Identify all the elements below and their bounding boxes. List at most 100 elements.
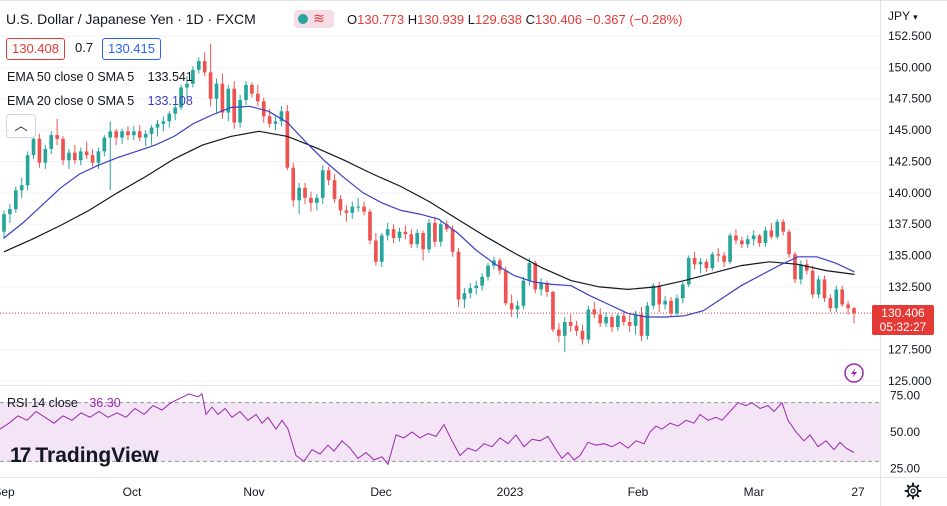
candle-body[interactable] [202, 61, 207, 73]
price-tick-label[interactable]: 147.500 [888, 92, 932, 106]
candle-body[interactable] [828, 298, 833, 309]
candle-body[interactable] [214, 83, 219, 99]
candle-body[interactable] [852, 308, 856, 314]
candle-body[interactable] [25, 155, 30, 186]
candle-body[interactable] [421, 232, 425, 250]
candle-body[interactable] [297, 187, 301, 201]
candle-body[interactable] [645, 305, 650, 336]
candle-body[interactable] [462, 293, 467, 300]
sell-button[interactable]: 130.408 [6, 38, 65, 60]
price-tick-label[interactable]: 142.500 [888, 154, 932, 168]
candle-body[interactable] [267, 116, 272, 124]
candle-body[interactable] [2, 214, 6, 232]
buy-button[interactable]: 130.415 [102, 38, 161, 60]
candle-body[interactable] [320, 170, 325, 198]
candlestick-series[interactable] [2, 43, 856, 353]
candle-body[interactable] [114, 131, 118, 138]
candle-body[interactable] [769, 230, 774, 237]
candle-body[interactable] [775, 221, 780, 237]
candle-body[interactable] [692, 258, 697, 265]
ema50-legend[interactable]: EMA 50 close 0 SMA 5 133.541 [7, 70, 193, 84]
candle-body[interactable] [67, 152, 71, 161]
ema20-legend[interactable]: EMA 20 close 0 SMA 5 133.108 [7, 94, 193, 108]
price-tick-label[interactable]: 145.000 [888, 123, 932, 137]
collapse-legend-button[interactable]: ︿ [6, 114, 36, 138]
candle-body[interactable] [78, 151, 83, 161]
rsi-axis-labels[interactable]: 75.00 50.00 25.00 [890, 388, 920, 475]
time-tick-label[interactable]: Oct [123, 485, 142, 499]
price-tick-label[interactable]: 125.000 [888, 374, 932, 388]
candle-body[interactable] [663, 300, 667, 305]
candle-body[interactable] [368, 211, 372, 241]
candle-body[interactable] [621, 315, 626, 323]
candle-body[interactable] [120, 131, 124, 138]
candle-body[interactable] [728, 235, 732, 262]
candle-body[interactable] [793, 254, 797, 280]
candle-body[interactable] [255, 93, 260, 102]
candle-body[interactable] [132, 131, 136, 136]
candle-body[interactable] [503, 270, 508, 304]
candle-body[interactable] [379, 235, 384, 262]
candle-body[interactable] [350, 206, 355, 213]
time-tick-label[interactable]: Mar [744, 485, 765, 499]
candle-body[interactable] [226, 88, 231, 113]
candle-body[interactable] [108, 131, 113, 138]
candle-body[interactable] [450, 229, 455, 252]
candle-body[interactable] [639, 314, 644, 336]
candle-body[interactable] [244, 84, 248, 100]
candle-body[interactable] [799, 264, 803, 280]
time-tick-label[interactable]: Dec [370, 485, 391, 499]
candle-body[interactable] [598, 314, 603, 324]
candle-body[interactable] [580, 330, 585, 340]
candle-body[interactable] [179, 87, 183, 108]
price-tick-label[interactable]: 140.000 [888, 186, 932, 200]
candle-body[interactable] [474, 285, 479, 289]
rsi-tick-label[interactable]: 75.00 [890, 388, 920, 402]
time-tick-label[interactable]: 27 [851, 485, 865, 499]
candle-body[interactable] [539, 283, 543, 290]
candle-body[interactable] [444, 224, 449, 230]
candle-body[interactable] [137, 131, 142, 138]
candle-body[interactable] [84, 151, 89, 156]
candle-body[interactable] [96, 151, 101, 163]
candle-body[interactable] [344, 210, 349, 213]
candle-body[interactable] [480, 276, 484, 286]
candle-body[interactable] [61, 138, 65, 161]
candle-body[interactable] [509, 303, 514, 310]
candle-body[interactable] [19, 185, 24, 191]
candle-body[interactable] [315, 197, 319, 203]
candle-body[interactable] [261, 101, 266, 117]
candle-body[interactable] [740, 240, 744, 245]
candle-body[interactable] [745, 239, 750, 245]
candle-body[interactable] [704, 261, 709, 269]
candle-body[interactable] [680, 284, 685, 299]
ema50-line[interactable] [3, 130, 855, 291]
candle-body[interactable] [675, 298, 679, 314]
candle-body[interactable] [232, 88, 237, 123]
candle-body[interactable] [710, 254, 715, 269]
candle-body[interactable] [427, 222, 431, 250]
candle-body[interactable] [763, 230, 768, 243]
candle-body[interactable] [291, 167, 296, 201]
candle-body[interactable] [126, 131, 130, 136]
candle-body[interactable] [273, 121, 278, 124]
candle-body[interactable] [557, 329, 561, 336]
price-tick-label[interactable]: 132.500 [888, 280, 932, 294]
candle-body[interactable] [669, 300, 673, 314]
market-status-pill[interactable]: ≋ [294, 10, 334, 28]
candle-body[interactable] [657, 285, 662, 305]
candle-body[interactable] [279, 111, 284, 122]
candle-body[interactable] [191, 69, 195, 84]
candle-body[interactable] [309, 197, 313, 203]
candle-body[interactable] [810, 270, 815, 295]
price-tick-label[interactable]: 135.000 [888, 249, 932, 263]
candle-body[interactable] [185, 83, 189, 88]
candle-body[interactable] [385, 229, 390, 236]
candle-body[interactable] [586, 309, 591, 340]
candle-body[interactable] [326, 170, 331, 181]
candle-body[interactable] [616, 315, 620, 328]
candle-body[interactable] [551, 291, 555, 330]
time-axis-labels[interactable]: Sep Oct Nov Dec 2023 Feb Mar 27 [0, 485, 865, 499]
price-tick-label[interactable]: 150.000 [888, 60, 932, 74]
